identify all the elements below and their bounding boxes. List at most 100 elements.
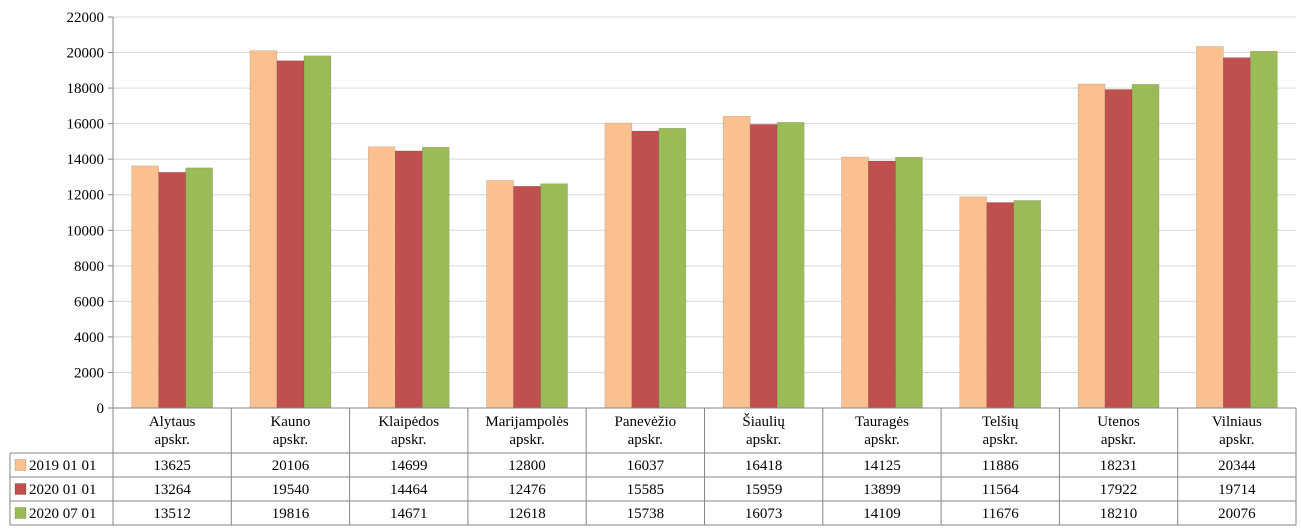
table-value: 16073 — [745, 506, 783, 522]
category-label: Klaipėdos — [378, 414, 439, 430]
bar — [158, 171, 186, 409]
bar — [895, 156, 923, 409]
table-value: 11564 — [982, 482, 1019, 498]
y-tick-label: 14000 — [67, 152, 105, 168]
data-table: Alytaus apskr. Kauno apskr. Klaipėdos apskr. M… — [9, 407, 1297, 526]
table-value: 14109 — [863, 506, 901, 522]
category-label: Vilniaus — [1212, 414, 1262, 430]
legend-label: 2020 01 01 — [29, 482, 97, 498]
table-value: 16418 — [745, 458, 783, 474]
y-tick-label: 22000 — [67, 10, 105, 26]
bar — [513, 185, 541, 409]
legend-label: 2019 01 01 — [29, 458, 97, 474]
category-label: Alytaus — [149, 414, 196, 430]
bar — [303, 55, 332, 409]
y-tick-label: 10000 — [67, 223, 105, 239]
category-label: Telšių — [982, 414, 1019, 430]
table-value: 20076 — [1218, 506, 1256, 522]
y-tick-label: 18000 — [67, 81, 105, 97]
table-value: 16037 — [627, 458, 665, 474]
bar — [604, 122, 633, 409]
y-tick-label: 8000 — [74, 259, 104, 275]
table-value: 15738 — [627, 506, 665, 522]
legend-key — [14, 507, 27, 519]
bar — [658, 127, 687, 409]
y-tick-label: 6000 — [74, 294, 104, 310]
category-label: apskr. — [746, 432, 781, 448]
bar — [841, 156, 869, 409]
table-value: 14671 — [390, 506, 428, 522]
category-label: Tauragės — [855, 414, 909, 430]
category-label: Šiaulių — [742, 413, 785, 430]
bar — [249, 50, 278, 409]
category-label: apskr. — [983, 432, 1018, 448]
category-label: Marijampolės — [485, 414, 568, 430]
y-axis: 0 2000 4000 6000 8000 10000 12000 14000 16000 180… — [67, 10, 114, 417]
table-value: 20106 — [272, 458, 310, 474]
table-value: 12476 — [508, 482, 546, 498]
category-label: apskr. — [273, 432, 308, 448]
bar-series — [131, 46, 1278, 409]
table-value: 12618 — [508, 506, 546, 522]
category-label: Utenos — [1097, 414, 1140, 430]
bar — [486, 180, 514, 409]
y-tick-label: 0 — [97, 401, 105, 417]
y-tick-label: 4000 — [74, 330, 104, 346]
category-label: apskr. — [628, 432, 663, 448]
table-value: 15585 — [627, 482, 665, 498]
category-label: apskr. — [154, 432, 189, 448]
legend-key — [14, 483, 27, 495]
bar — [276, 60, 305, 409]
table-value: 18231 — [1100, 458, 1138, 474]
y-tick-label: 20000 — [67, 46, 105, 62]
category-label: apskr. — [509, 432, 544, 448]
table-value: 20344 — [1218, 458, 1256, 474]
bar — [776, 122, 805, 409]
legend-key — [14, 459, 27, 471]
category-label: Panevėžio — [615, 414, 677, 430]
category-label: apskr. — [391, 432, 426, 448]
bar — [1104, 89, 1133, 409]
category-label: apskr. — [864, 432, 899, 448]
bar — [868, 160, 896, 409]
table-value: 19540 — [272, 482, 310, 498]
y-tick-label: 12000 — [67, 188, 105, 204]
table-value: 13899 — [863, 482, 901, 498]
bar — [421, 146, 450, 409]
bar — [367, 146, 396, 409]
table-value: 19816 — [272, 506, 310, 522]
table-value: 15959 — [745, 482, 783, 498]
table-value: 13625 — [153, 458, 191, 474]
bar — [1250, 50, 1278, 409]
table-value: 12800 — [508, 458, 546, 474]
bar — [722, 115, 751, 409]
bar — [394, 150, 423, 409]
bar — [986, 202, 1015, 409]
table-value: 11676 — [982, 506, 1019, 522]
bar — [131, 165, 159, 409]
table-value: 14699 — [390, 458, 428, 474]
bar — [959, 196, 988, 409]
table-value: 11886 — [982, 458, 1019, 474]
table-value: 13264 — [153, 482, 191, 498]
bar — [1077, 83, 1106, 409]
legend-label: 2020 07 01 — [29, 506, 97, 522]
y-tick-label: 16000 — [67, 117, 105, 133]
category-label: Kauno — [270, 414, 310, 430]
bar — [631, 130, 660, 409]
category-label: apskr. — [1101, 432, 1136, 448]
bar — [1196, 46, 1224, 409]
table-value: 13512 — [153, 506, 191, 522]
category-label: apskr. — [1219, 432, 1254, 448]
bar — [540, 183, 568, 409]
bar — [749, 124, 778, 409]
table-value: 19714 — [1218, 482, 1256, 498]
table-value: 14464 — [390, 482, 428, 498]
table-value: 18210 — [1100, 506, 1138, 522]
table-value: 17922 — [1100, 482, 1138, 498]
table-value: 14125 — [863, 458, 901, 474]
bar — [1013, 200, 1042, 409]
bar — [1223, 57, 1251, 409]
bar — [185, 167, 213, 409]
